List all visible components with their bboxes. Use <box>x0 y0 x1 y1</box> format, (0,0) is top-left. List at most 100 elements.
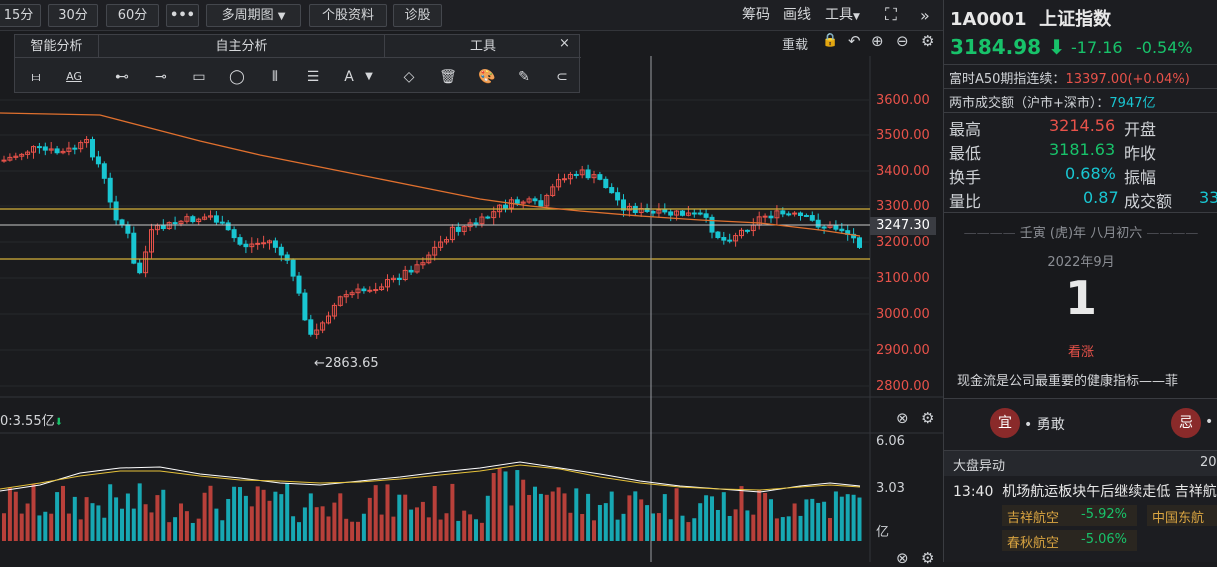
fibonacci-icon[interactable]: ☰ <box>306 69 320 85</box>
news-stock-pct: -5.06% <box>1081 532 1127 547</box>
stat-label: 最低 <box>949 144 982 163</box>
stock-name: 上证指数 <box>1039 9 1112 30</box>
pen-icon[interactable]: ✎ <box>518 69 530 85</box>
collapse-panel-icon[interactable]: » <box>920 6 930 25</box>
reload-button[interactable]: 重载 <box>782 38 809 53</box>
tab-self-analysis[interactable]: 自主分析 <box>99 35 385 58</box>
volume-settings-icon[interactable]: ⚙ <box>921 409 935 427</box>
good-badge: 宜 <box>990 408 1020 438</box>
stat-row-high: 最高 3214.56 开盘 <box>949 116 1156 140</box>
y-tick-label: 3100.00 <box>876 271 930 286</box>
news-stock-name: 中国东航 <box>1152 511 1205 526</box>
arrow-down-icon: ⬇ <box>54 417 63 428</box>
turnover-row: 两市成交额（沪市+深市）：7947亿 <box>949 92 1156 111</box>
tab-tools-label: 工具 <box>469 39 496 54</box>
text-dropdown-icon[interactable]: ▼ <box>365 71 373 82</box>
more-button[interactable]: ••• <box>166 4 199 27</box>
stat-label: 开盘 <box>1124 120 1157 139</box>
close-panel-icon[interactable]: × <box>559 36 570 51</box>
period-15m-button[interactable]: 15分 <box>0 4 41 27</box>
a50-value: 13397.00(+0.04%) <box>1065 72 1190 87</box>
stat-row-volratio: 量比 0.87 成交额 33 <box>949 188 1217 212</box>
vertical-lines-icon[interactable]: ⦀ <box>271 69 279 85</box>
bull-label: 看涨 <box>1067 345 1094 360</box>
good-text: • 勇敢 <box>1024 417 1065 433</box>
volume-value: 0:3.55亿 <box>0 414 55 429</box>
draw-line-button[interactable]: 画线 <box>783 7 811 23</box>
top-toolbar: 15分 30分 60分 ••• 多周期图 ▼ 个股资料 诊股 筹码 画线 工具▼… <box>0 0 943 31</box>
zoom-out-icon[interactable]: ⊖ <box>896 32 909 50</box>
chart-area: 重载 🔒 ↶ ⊕ ⊖ ⚙ 3600.00 3500.00 3400.00 330… <box>0 31 943 567</box>
current-price-tag: 3247.30 <box>870 217 936 235</box>
lock-icon[interactable]: 🔒 <box>822 33 839 48</box>
news-item[interactable]: 13:40 机场航运板块午后继续走低 吉祥航 <box>953 481 1217 501</box>
close-volume-icon[interactable]: ⊗ <box>896 409 909 427</box>
moving-average-line <box>0 112 861 237</box>
news-time: 13:40 <box>953 484 994 500</box>
y-tick-label: 2900.00 <box>876 343 930 358</box>
segment-line-icon[interactable]: ⊷ <box>115 69 129 85</box>
y-tick-label: 3400.00 <box>876 164 930 179</box>
tools-menu-label: 工具 <box>825 7 853 23</box>
calendar-day: 1 <box>1064 271 1097 325</box>
undo-icon[interactable]: ↶ <box>848 32 861 50</box>
volume-ma-yellow <box>0 464 861 491</box>
caret-down-icon: ▼ <box>277 11 286 22</box>
a50-label: 富时A50期指连续： <box>949 72 1066 87</box>
stat-label: 成交额 <box>1124 192 1173 211</box>
magnet-icon[interactable]: ⊂ <box>556 69 568 85</box>
multi-period-label: 多周期图 <box>221 8 274 23</box>
ag-icon[interactable]: AG <box>66 70 82 83</box>
stat-value: 3181.63 <box>1049 140 1116 159</box>
bad-text: • <box>1205 414 1214 430</box>
price-change-pct: -0.54% <box>1136 38 1193 57</box>
palette-icon[interactable]: 🎨 <box>478 69 496 85</box>
close-indicator-icon[interactable]: ⊗ <box>896 549 909 567</box>
zoom-in-icon[interactable]: ⊕ <box>871 32 884 50</box>
period-60m-button[interactable]: 60分 <box>106 4 159 27</box>
stat-label: 最高 <box>949 120 982 139</box>
turnover-value: 7947亿 <box>1109 96 1156 111</box>
diagnose-button[interactable]: 诊股 <box>393 4 442 27</box>
tab-tools[interactable]: 工具 <box>385 35 581 58</box>
tools-menu-button[interactable]: 工具▼ <box>825 5 860 26</box>
stock-title: 1A0001 上证指数 <box>950 5 1111 31</box>
price-value: 3184.98 <box>950 35 1042 59</box>
price-change: -17.16 <box>1071 38 1123 57</box>
volume-ma-white <box>0 461 861 493</box>
calendar-month: 2022年9月 <box>1047 255 1115 270</box>
settings-gear-icon[interactable]: ⚙ <box>921 32 935 50</box>
ray-line-icon[interactable]: ⊸ <box>155 69 167 85</box>
quote-panel: 1A0001 上证指数 3184.98 ⬇ -17.16 -0.54% 富时A5… <box>943 0 1217 562</box>
circle-icon[interactable]: ◯ <box>229 69 245 85</box>
text-tool-icon[interactable]: A <box>344 69 354 85</box>
stock-info-button[interactable]: 个股资料 <box>309 4 387 27</box>
arrow-down-icon: ⬇ <box>1048 35 1065 59</box>
news-header-title: 大盘异动 <box>953 459 1006 474</box>
volume-tick-label: 6.06 <box>876 434 905 449</box>
parallel-lines-icon[interactable]: ⧦ <box>31 69 41 85</box>
y-tick-label: 2800.00 <box>876 379 930 394</box>
trash-icon[interactable]: 🗑 <box>439 69 457 85</box>
period-30m-button[interactable]: 30分 <box>48 4 98 27</box>
multi-period-dropdown[interactable]: 多周期图 ▼ <box>206 4 301 27</box>
drawing-tool-panel: 智能分析 自主分析 工具 × ⧦ AG ⊷ ⊸ ▭ ◯ ⦀ ☰ A ▼ ◇ 🗑 … <box>14 34 581 93</box>
last-price: 3184.98 ⬇ <box>950 35 1065 59</box>
news-headline: 机场航运板块午后继续走低 吉祥航 <box>1002 484 1217 500</box>
stat-value: 33 <box>1199 188 1217 207</box>
news-header-date: 20 <box>1200 455 1217 470</box>
indicator-settings-icon[interactable]: ⚙ <box>921 549 935 567</box>
rectangle-icon[interactable]: ▭ <box>192 69 206 85</box>
y-tick-label: 3000.00 <box>876 307 930 322</box>
eraser-icon[interactable]: ◇ <box>403 69 415 85</box>
news-header: 大盘异动 20 <box>944 450 1217 476</box>
tab-smart-analysis[interactable]: 智能分析 <box>15 35 99 58</box>
kline-chart[interactable] <box>0 31 943 562</box>
lunar-date: ———— 壬寅 (虎)年 八月初六 ———— <box>963 226 1199 241</box>
news-stock-name: 吉祥航空 <box>1007 511 1060 526</box>
news-stock-chip[interactable]: 中国东航 <box>1147 505 1217 526</box>
news-stock-chip[interactable]: 吉祥航空 -5.92% <box>1002 505 1137 526</box>
chips-button[interactable]: 筹码 <box>742 7 770 23</box>
news-stock-chip[interactable]: 春秋航空 -5.06% <box>1002 530 1137 551</box>
fullscreen-icon[interactable]: ⛶ <box>885 5 897 25</box>
